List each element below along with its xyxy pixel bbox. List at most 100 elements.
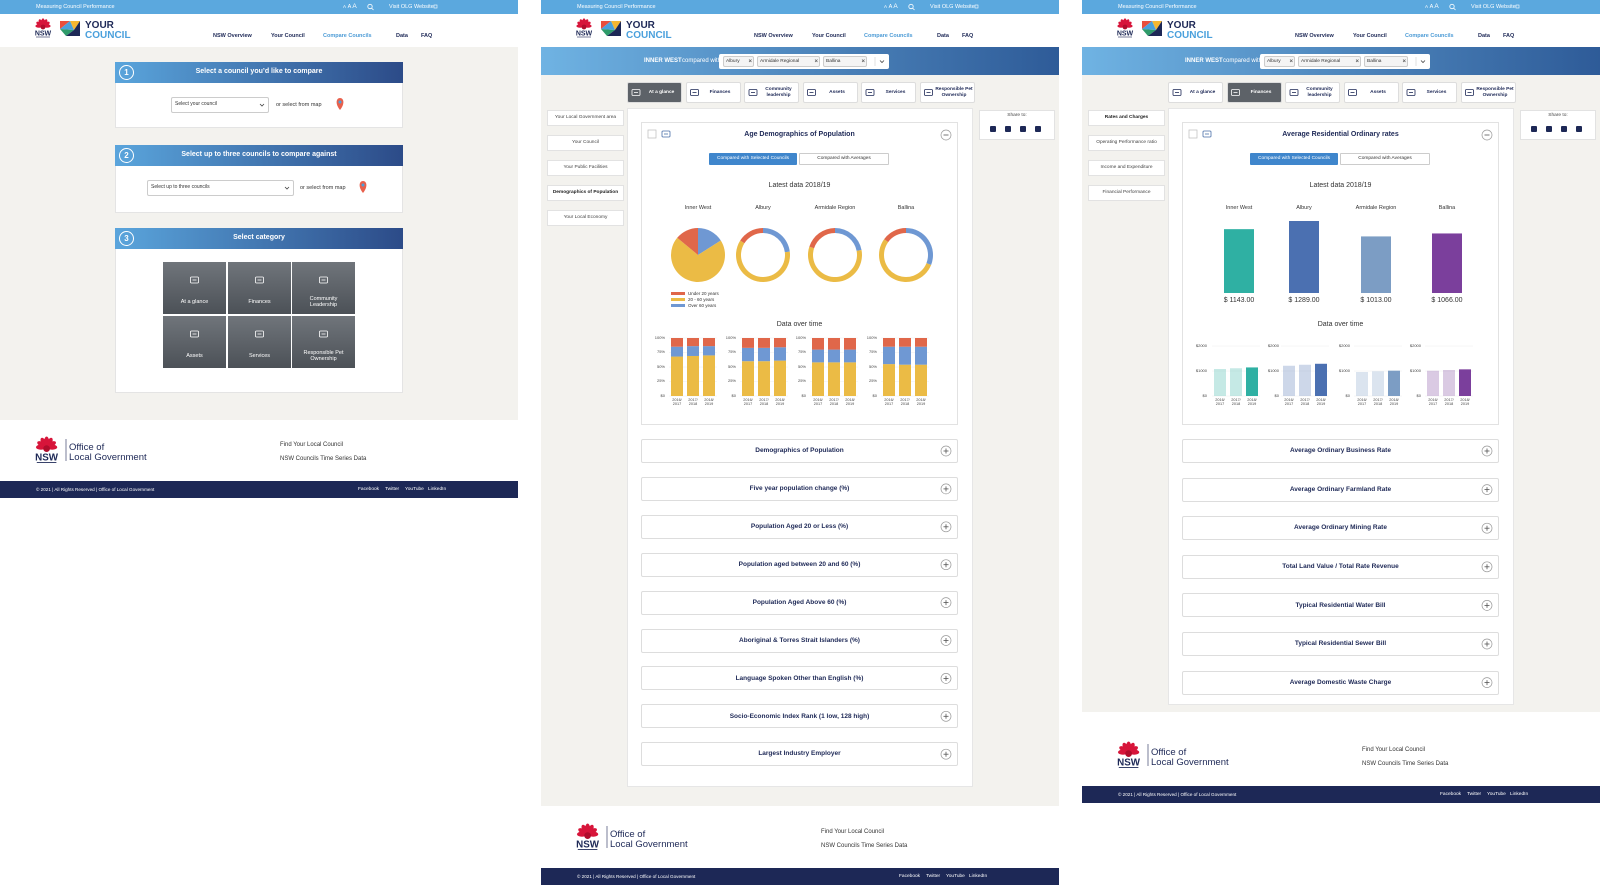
text-size-button[interactable]: A bbox=[342, 4, 346, 10]
nav-link[interactable]: Data bbox=[396, 32, 408, 39]
social-link[interactable]: Facebook bbox=[1440, 791, 1462, 797]
nav-link[interactable]: FAQ bbox=[1503, 32, 1515, 39]
accordion-item[interactable] bbox=[1182, 439, 1499, 463]
compare-toggle[interactable]: Compared with Averages bbox=[1340, 153, 1430, 165]
compare-toggle[interactable]: Compared with Selected Councils bbox=[709, 153, 797, 165]
map-link[interactable]: or select from map bbox=[300, 184, 346, 191]
text-size-button[interactable]: A bbox=[893, 3, 898, 11]
nav-link[interactable]: FAQ bbox=[962, 32, 974, 39]
social-link[interactable]: Facebook bbox=[899, 873, 921, 879]
accordion-item[interactable] bbox=[1182, 593, 1499, 618]
text-size-button[interactable]: A bbox=[352, 3, 357, 11]
compare-toggle[interactable]: Compared with Averages bbox=[799, 153, 889, 165]
nav-link[interactable]: NSW Overview bbox=[1295, 32, 1334, 39]
accordion-item[interactable] bbox=[1182, 516, 1499, 541]
footer-link[interactable]: Find Your Local Council bbox=[280, 441, 344, 448]
category-tile[interactable] bbox=[163, 316, 226, 368]
text-size-button[interactable]: A bbox=[1424, 4, 1428, 10]
accordion-item[interactable] bbox=[641, 514, 958, 539]
accordion-item[interactable] bbox=[1182, 477, 1499, 502]
olg-link[interactable]: Visit OLG Website bbox=[930, 3, 975, 10]
accordion-item[interactable] bbox=[641, 704, 958, 729]
category-tile[interactable] bbox=[163, 262, 226, 314]
side-menu-item[interactable] bbox=[547, 210, 624, 226]
tab[interactable] bbox=[627, 82, 682, 103]
tab[interactable] bbox=[1460, 82, 1516, 103]
footer-link[interactable]: NSW Councils Time Series Data bbox=[280, 455, 367, 462]
tab[interactable] bbox=[802, 82, 858, 103]
compare-toggle[interactable]: Compared with Selected Councils bbox=[1250, 153, 1338, 165]
tab[interactable] bbox=[1343, 82, 1399, 103]
side-menu-item[interactable] bbox=[547, 135, 624, 151]
accordion-item[interactable] bbox=[641, 476, 958, 501]
nav-link[interactable]: Compare Councils bbox=[864, 32, 913, 39]
social-link[interactable]: LinkedIn bbox=[428, 486, 447, 492]
footer-link[interactable]: NSW Councils Time Series Data bbox=[1362, 760, 1449, 767]
olg-link[interactable]: Visit OLG Website bbox=[389, 3, 434, 10]
nav-link[interactable]: Data bbox=[937, 32, 949, 39]
tab[interactable] bbox=[919, 82, 975, 103]
social-link[interactable]: Twitter bbox=[926, 873, 941, 879]
text-size-button[interactable]: A bbox=[1429, 3, 1434, 10]
accordion-item[interactable] bbox=[1182, 632, 1499, 656]
side-menu-item[interactable] bbox=[547, 185, 624, 201]
council-chip[interactable] bbox=[723, 56, 754, 67]
category-tile[interactable] bbox=[228, 262, 291, 314]
council-chip[interactable] bbox=[1364, 56, 1408, 67]
nav-link[interactable]: Your Council bbox=[271, 32, 305, 39]
map-link[interactable]: or select from map bbox=[276, 101, 322, 108]
social-link[interactable]: YouTube bbox=[405, 486, 424, 492]
council-chip[interactable] bbox=[1264, 56, 1295, 67]
tab[interactable] bbox=[744, 82, 799, 103]
accordion-item[interactable] bbox=[641, 439, 958, 463]
nav-link[interactable]: FAQ bbox=[421, 32, 433, 39]
side-menu-item[interactable] bbox=[1088, 185, 1165, 201]
category-tile[interactable] bbox=[228, 316, 291, 368]
nav-link[interactable]: Your Council bbox=[1353, 32, 1387, 39]
olg-link[interactable]: Visit OLG Website bbox=[1471, 3, 1516, 10]
tab[interactable] bbox=[685, 82, 741, 103]
nav-link[interactable]: Your Council bbox=[812, 32, 846, 39]
accordion-item[interactable] bbox=[1182, 670, 1499, 695]
accordion-item[interactable] bbox=[641, 742, 958, 767]
social-link[interactable]: LinkedIn bbox=[969, 873, 988, 879]
council-chip[interactable] bbox=[1298, 56, 1361, 67]
social-link[interactable]: YouTube bbox=[946, 873, 965, 879]
council-chip[interactable] bbox=[757, 56, 820, 67]
side-menu-item[interactable] bbox=[1088, 160, 1165, 176]
text-size-button[interactable]: A bbox=[883, 4, 887, 10]
tab[interactable] bbox=[1226, 82, 1282, 103]
social-link[interactable]: LinkedIn bbox=[1510, 791, 1529, 797]
council-select[interactable] bbox=[171, 97, 269, 113]
social-link[interactable]: Twitter bbox=[385, 486, 400, 492]
accordion-item[interactable] bbox=[641, 590, 958, 615]
accordion-item[interactable] bbox=[1182, 554, 1499, 579]
text-size-button[interactable]: A bbox=[347, 3, 352, 10]
accordion-item[interactable] bbox=[641, 666, 958, 691]
footer-link[interactable]: Find Your Local Council bbox=[1362, 746, 1426, 753]
council-select[interactable] bbox=[147, 180, 294, 196]
side-menu-item[interactable] bbox=[547, 160, 624, 176]
accordion-item[interactable] bbox=[641, 552, 958, 577]
text-size-button[interactable]: A bbox=[888, 3, 893, 10]
side-menu-item[interactable] bbox=[547, 110, 624, 126]
accordion-item[interactable] bbox=[641, 628, 958, 653]
social-link[interactable]: Facebook bbox=[358, 486, 380, 492]
nav-link[interactable]: NSW Overview bbox=[754, 32, 793, 39]
social-link[interactable]: YouTube bbox=[1487, 791, 1506, 797]
nav-link[interactable]: NSW Overview bbox=[213, 32, 252, 39]
category-tile[interactable] bbox=[292, 262, 355, 314]
tab[interactable] bbox=[861, 82, 916, 103]
tab[interactable] bbox=[1402, 82, 1457, 103]
social-link[interactable]: Twitter bbox=[1467, 791, 1482, 797]
council-chip[interactable] bbox=[823, 56, 867, 67]
side-menu-item[interactable] bbox=[1088, 135, 1165, 151]
text-size-button[interactable]: A bbox=[1434, 3, 1439, 11]
nav-link[interactable]: Compare Councils bbox=[323, 32, 372, 39]
category-tile[interactable] bbox=[292, 316, 355, 368]
tab[interactable] bbox=[1168, 82, 1223, 103]
side-menu-item[interactable] bbox=[1088, 110, 1165, 126]
footer-link[interactable]: NSW Councils Time Series Data bbox=[821, 842, 908, 849]
footer-link[interactable]: Find Your Local Council bbox=[821, 828, 885, 835]
nav-link[interactable]: Data bbox=[1478, 32, 1490, 39]
